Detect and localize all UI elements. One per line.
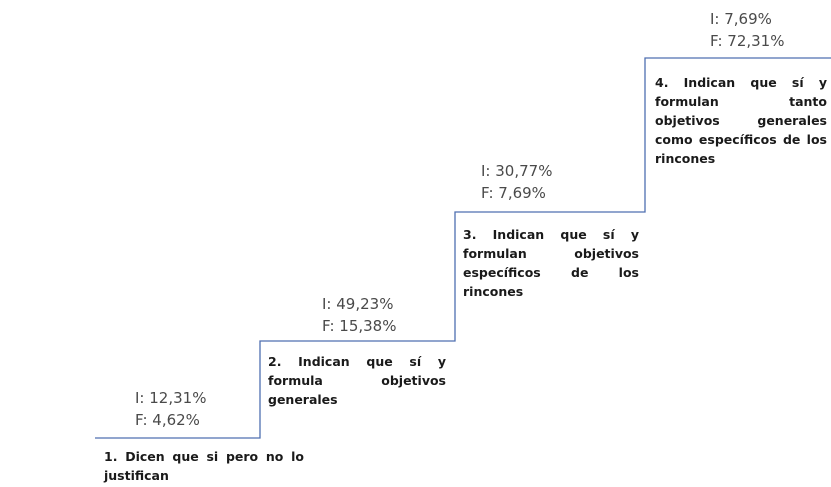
step-1-i-value: I: 12,31% [135,389,207,407]
step-4-description: 4. Indican que sí y formulan tanto objet… [655,75,827,166]
step-2-description: 2. Indican que sí y formula objetivos ge… [268,354,446,407]
step-3-f-value: F: 7,69% [481,184,546,202]
step-1-description: 1. Dicen que si pero no lo justifican [104,449,304,483]
step-4-f-value: F: 72,31% [710,32,785,50]
step-3-percentages: I: 30,77% F: 7,69% [481,160,552,204]
step-2-percentages: I: 49,23% F: 15,38% [322,293,396,337]
step-4-percentages: I: 7,69% F: 72,31% [710,8,784,52]
staircase-line [95,57,831,439]
step-1-f-value: F: 4,62% [135,411,200,429]
step-1-percentages: I: 12,31% F: 4,62% [135,387,206,431]
step-4-i-value: I: 7,69% [710,10,772,28]
step-2-f-value: F: 15,38% [322,317,397,335]
step-3-i-value: I: 30,77% [481,162,553,180]
step-2-i-value: I: 49,23% [322,295,394,313]
step-3-description: 3. Indican que sí y formulan objetivos e… [463,227,639,299]
